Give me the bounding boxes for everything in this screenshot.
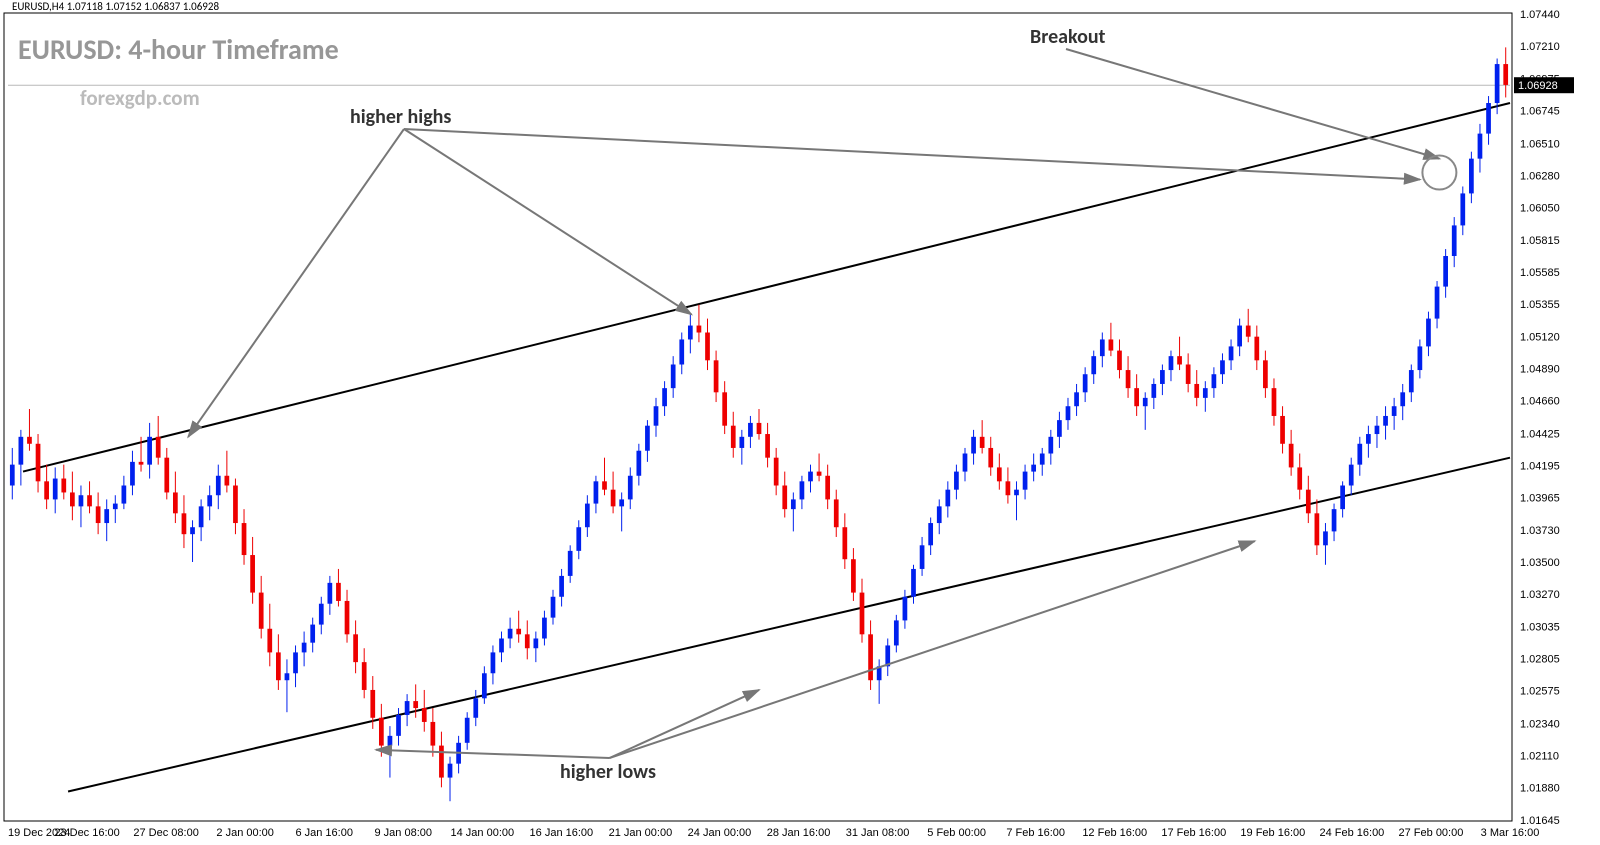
svg-text:1.06280: 1.06280 <box>1520 170 1560 182</box>
svg-text:2 Jan 00:00: 2 Jan 00:00 <box>216 827 274 839</box>
watermark: forexgdp.com <box>80 85 200 111</box>
svg-text:1.05355: 1.05355 <box>1520 299 1560 311</box>
svg-text:1.01880: 1.01880 <box>1520 782 1560 794</box>
svg-text:1.04890: 1.04890 <box>1520 364 1560 376</box>
svg-text:6 Jan 16:00: 6 Jan 16:00 <box>295 827 353 839</box>
svg-text:1.05585: 1.05585 <box>1520 267 1560 279</box>
svg-text:12 Feb 16:00: 12 Feb 16:00 <box>1082 827 1147 839</box>
svg-text:1.06928: 1.06928 <box>1518 80 1558 92</box>
svg-text:31 Jan 08:00: 31 Jan 08:00 <box>846 827 910 839</box>
svg-text:3 Mar 16:00: 3 Mar 16:00 <box>1481 827 1540 839</box>
annotation-higher-lows: higher lows <box>560 760 656 784</box>
svg-text:7 Feb 16:00: 7 Feb 16:00 <box>1006 827 1065 839</box>
annotation-higher-highs: higher highs <box>350 105 451 129</box>
svg-text:1.07440: 1.07440 <box>1520 9 1560 21</box>
svg-text:1.01645: 1.01645 <box>1520 815 1560 827</box>
svg-text:1.04425: 1.04425 <box>1520 428 1560 440</box>
chart-container: 1.074401.072101.069751.067451.065101.062… <box>0 0 1600 845</box>
svg-text:24 Feb 16:00: 24 Feb 16:00 <box>1319 827 1384 839</box>
svg-text:1.02340: 1.02340 <box>1520 718 1560 730</box>
svg-text:23 Dec 16:00: 23 Dec 16:00 <box>54 827 119 839</box>
svg-text:1.06745: 1.06745 <box>1520 106 1560 118</box>
svg-text:1.02575: 1.02575 <box>1520 686 1560 698</box>
svg-text:5 Feb 00:00: 5 Feb 00:00 <box>927 827 986 839</box>
svg-text:1.05815: 1.05815 <box>1520 235 1560 247</box>
svg-text:1.06050: 1.06050 <box>1520 202 1560 214</box>
svg-text:27 Feb 00:00: 27 Feb 00:00 <box>1399 827 1464 839</box>
svg-text:9 Jan 08:00: 9 Jan 08:00 <box>375 827 433 839</box>
svg-text:1.03270: 1.03270 <box>1520 589 1560 601</box>
svg-text:21 Jan 00:00: 21 Jan 00:00 <box>609 827 673 839</box>
svg-text:1.04195: 1.04195 <box>1520 460 1560 472</box>
svg-text:1.03730: 1.03730 <box>1520 525 1560 537</box>
svg-text:1.03035: 1.03035 <box>1520 622 1560 634</box>
svg-text:1.03965: 1.03965 <box>1520 492 1560 504</box>
chart-svg: 1.074401.072101.069751.067451.065101.062… <box>0 0 1600 845</box>
svg-text:27 Dec 08:00: 27 Dec 08:00 <box>133 827 198 839</box>
svg-text:17 Feb 16:00: 17 Feb 16:00 <box>1161 827 1226 839</box>
svg-text:1.07210: 1.07210 <box>1520 41 1560 53</box>
symbol-bar: EURUSD,H4 1.07118 1.07152 1.06837 1.0692… <box>12 0 219 13</box>
svg-text:28 Jan 16:00: 28 Jan 16:00 <box>767 827 831 839</box>
annotation-breakout: Breakout <box>1030 25 1106 49</box>
svg-text:1.06510: 1.06510 <box>1520 138 1560 150</box>
svg-text:1.04660: 1.04660 <box>1520 396 1560 408</box>
svg-text:19 Feb 16:00: 19 Feb 16:00 <box>1240 827 1305 839</box>
svg-text:24 Jan 00:00: 24 Jan 00:00 <box>688 827 752 839</box>
svg-text:1.02805: 1.02805 <box>1520 654 1560 666</box>
svg-text:1.05120: 1.05120 <box>1520 332 1560 344</box>
chart-title: EURUSD: 4-hour Timeframe <box>18 32 339 67</box>
svg-text:1.02110: 1.02110 <box>1520 750 1559 762</box>
svg-text:1.03500: 1.03500 <box>1520 557 1560 569</box>
svg-text:14 Jan 00:00: 14 Jan 00:00 <box>451 827 515 839</box>
svg-text:16 Jan 16:00: 16 Jan 16:00 <box>530 827 594 839</box>
